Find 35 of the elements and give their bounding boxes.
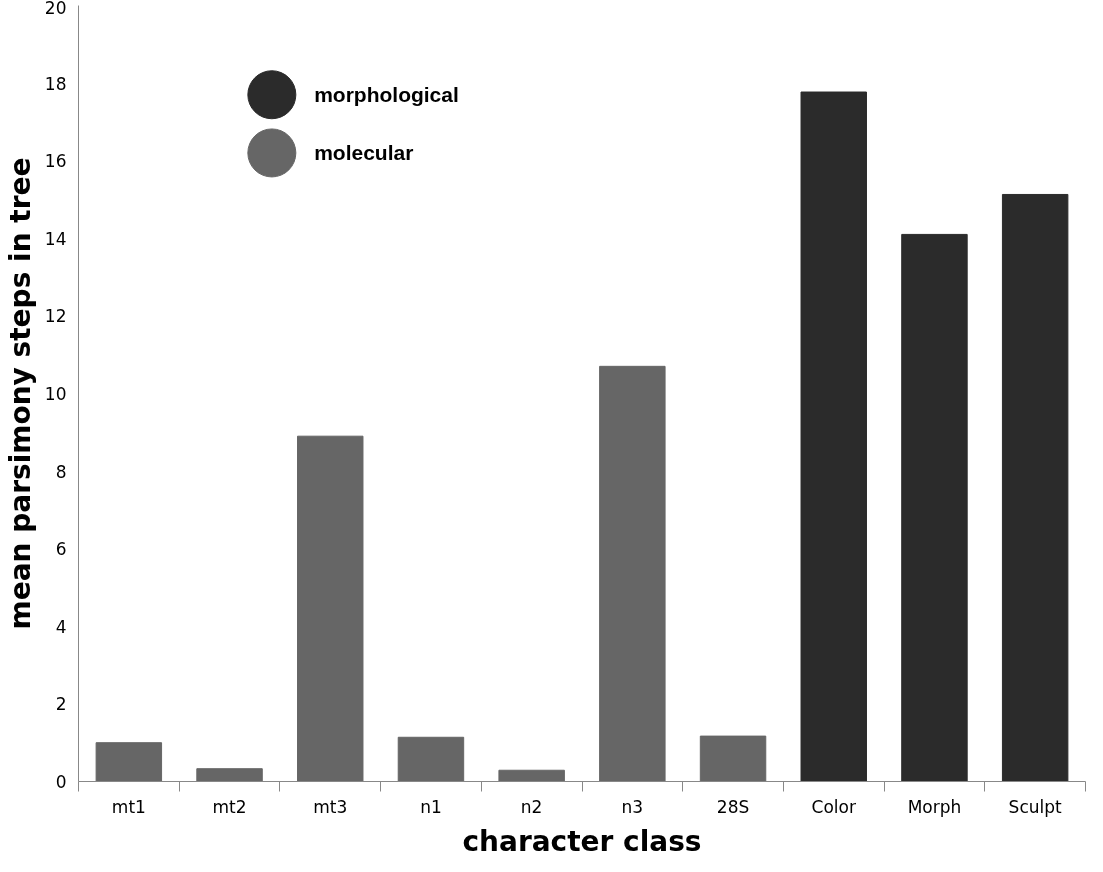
x-tick-label: mt3	[313, 796, 348, 817]
x-tick-label: Morph	[907, 796, 962, 817]
x-tick-label: n1	[420, 796, 442, 817]
bar	[297, 435, 364, 782]
legend-label: morphological	[314, 83, 459, 107]
y-axis-title: mean parsimony steps in tree	[3, 157, 37, 630]
y-tick-label: 0	[55, 772, 67, 792]
y-tick-label: 20	[44, 0, 67, 18]
y-tick-label: 12	[44, 306, 67, 327]
y-tick-label: 2	[55, 694, 67, 715]
bar	[901, 233, 968, 782]
y-tick-label: 14	[44, 228, 67, 249]
x-tick-label: n2	[520, 796, 543, 817]
x-tick-label: mt2	[212, 796, 247, 817]
y-tick-label: 6	[55, 539, 67, 560]
bar	[498, 769, 565, 782]
bar	[95, 742, 163, 782]
bar	[599, 365, 666, 782]
x-tick-label: Color	[811, 796, 856, 817]
y-tick-label: 10	[44, 384, 67, 404]
x-tick-label: Sculpt	[1008, 796, 1063, 817]
y-tick-label: 4	[55, 616, 67, 637]
y-tick-label: 16	[44, 151, 67, 172]
x-tick-label: n3	[621, 796, 644, 817]
bar	[699, 735, 767, 782]
bar	[196, 768, 263, 782]
bar	[800, 91, 867, 782]
bar	[397, 736, 465, 782]
x-tick-label: mt1	[111, 796, 146, 817]
x-tick-label: 28S	[716, 796, 750, 817]
y-tick-label: 8	[55, 461, 67, 482]
x-axis-title: character class	[462, 824, 702, 858]
y-tick-label: 18	[44, 73, 67, 94]
bar	[1001, 193, 1069, 782]
legend-label: molecular	[314, 141, 414, 165]
